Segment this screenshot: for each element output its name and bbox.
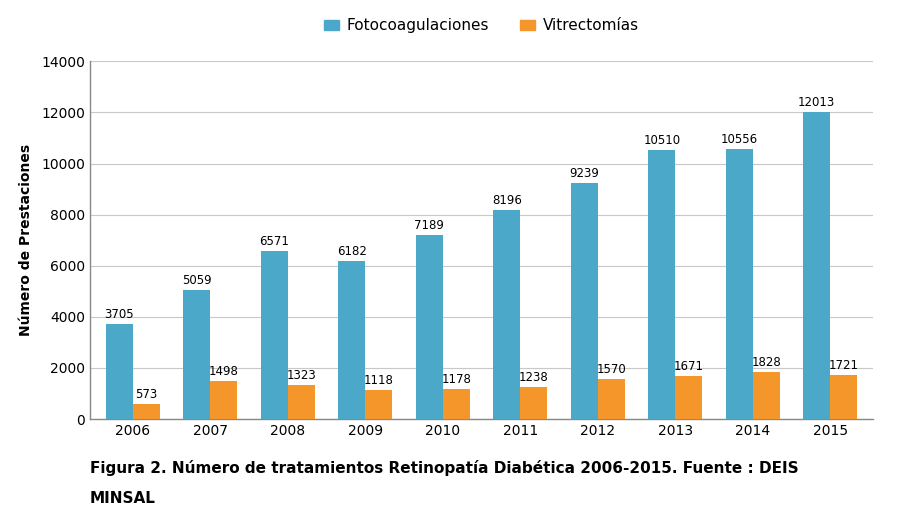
Text: 1118: 1118 — [364, 375, 393, 387]
Text: 10556: 10556 — [721, 133, 758, 146]
Bar — [183, 290, 211, 419]
Bar — [752, 373, 780, 419]
Text: 10510: 10510 — [644, 134, 680, 147]
Bar — [338, 261, 365, 419]
Text: MINSAL: MINSAL — [90, 491, 156, 505]
Text: 9239: 9239 — [570, 167, 599, 180]
Text: 6182: 6182 — [337, 245, 366, 258]
Text: 12013: 12013 — [798, 96, 835, 109]
Text: 1178: 1178 — [441, 373, 472, 386]
Bar — [416, 236, 443, 419]
Bar — [288, 385, 315, 419]
Text: 1828: 1828 — [752, 356, 781, 369]
Text: 573: 573 — [135, 388, 158, 401]
Bar — [648, 150, 675, 419]
Bar — [261, 251, 288, 419]
Text: 7189: 7189 — [414, 219, 444, 233]
Bar — [725, 149, 752, 419]
Y-axis label: Número de Prestaciones: Número de Prestaciones — [19, 144, 33, 336]
Bar — [571, 183, 598, 419]
Text: 3705: 3705 — [104, 308, 134, 321]
Bar — [443, 389, 470, 419]
Bar — [105, 324, 132, 419]
Text: 6571: 6571 — [259, 235, 289, 248]
Text: Figura 2. Número de tratamientos Retinopatía Diabética 2006-2015. Fuente : DEIS: Figura 2. Número de tratamientos Retinop… — [90, 460, 798, 476]
Bar — [211, 381, 238, 419]
Bar — [520, 387, 547, 419]
Text: 1498: 1498 — [209, 365, 238, 378]
Bar — [132, 404, 160, 419]
Text: 1721: 1721 — [829, 359, 859, 372]
Text: 1323: 1323 — [286, 369, 316, 382]
Bar — [831, 375, 858, 419]
Bar — [365, 390, 392, 419]
Text: 1570: 1570 — [597, 363, 626, 376]
Bar — [803, 112, 831, 419]
Text: 8196: 8196 — [491, 194, 522, 206]
Bar — [675, 376, 702, 419]
Text: 1671: 1671 — [674, 360, 704, 373]
Bar — [598, 379, 625, 419]
Legend: Fotocoagulaciones, Vitrectomías: Fotocoagulaciones, Vitrectomías — [318, 12, 645, 39]
Text: 5059: 5059 — [182, 274, 212, 287]
Text: 1238: 1238 — [519, 371, 549, 384]
Bar — [493, 210, 520, 419]
